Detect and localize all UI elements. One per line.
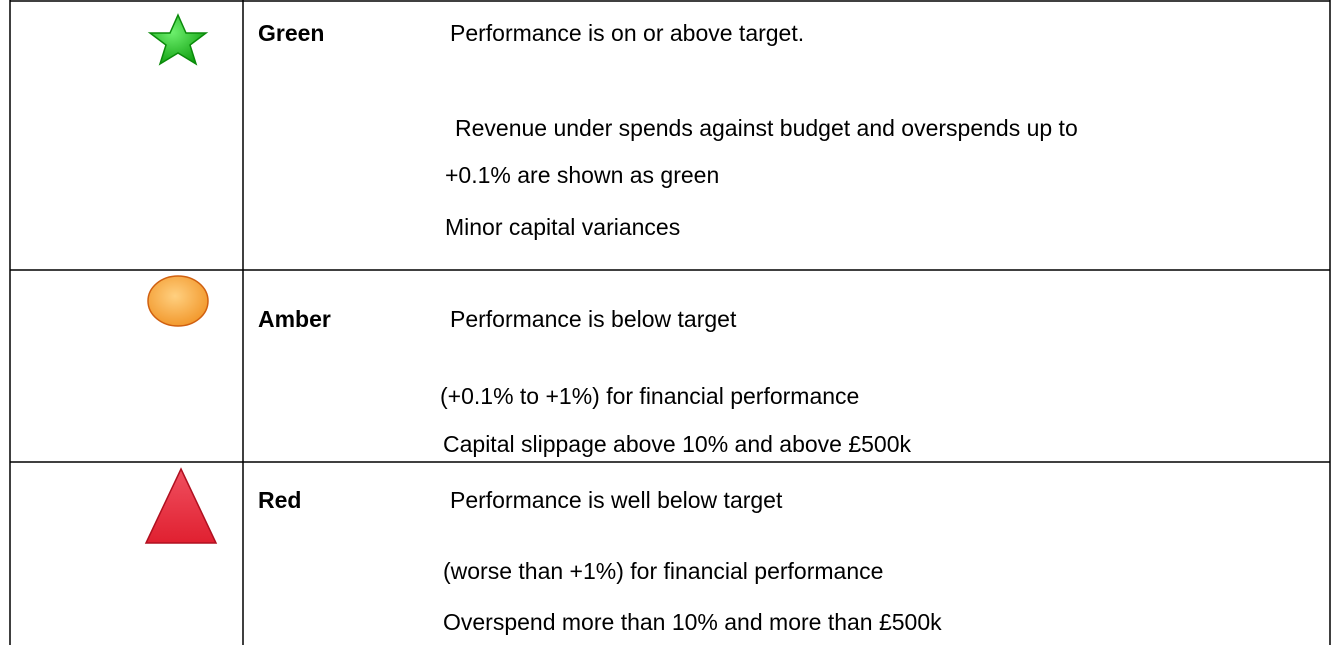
status-label: Red <box>258 487 302 513</box>
description-line: Performance is below target <box>450 306 737 332</box>
status-label: Amber <box>258 306 331 332</box>
green-star-icon <box>147 13 209 66</box>
description-line: Revenue under spends against budget and … <box>455 115 1078 141</box>
status-label: Green <box>258 20 325 46</box>
red-triangle-icon <box>144 467 218 544</box>
description-line: Overspend more than 10% and more than £5… <box>443 609 942 635</box>
description-line: Minor capital variances <box>445 214 681 240</box>
amber-circle-icon <box>147 275 209 327</box>
borders <box>9 0 1331 645</box>
description-line: Capital slippage above 10% and above £50… <box>443 431 912 457</box>
description-line: (worse than +1%) for financial performan… <box>443 558 884 584</box>
description-line: (+0.1% to +1%) for financial performance <box>440 383 860 409</box>
description-line: +0.1% are shown as green <box>445 162 720 188</box>
description-line: Performance is on or above target. <box>450 20 805 46</box>
description-line: Performance is well below target <box>450 487 783 513</box>
